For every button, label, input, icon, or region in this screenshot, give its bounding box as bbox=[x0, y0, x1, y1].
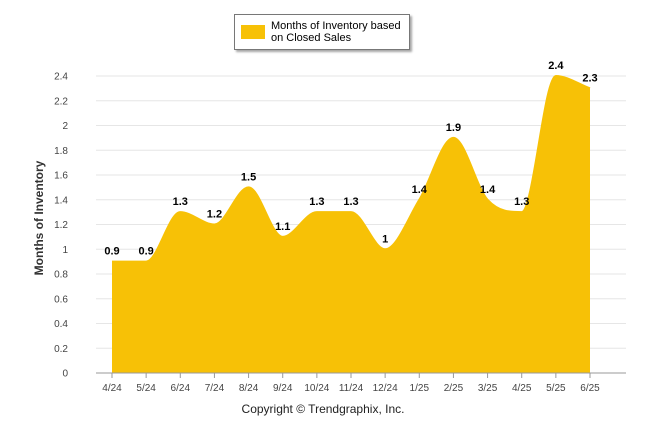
x-tick-label: 4/25 bbox=[512, 383, 532, 394]
y-tick-label: 1.4 bbox=[54, 195, 68, 206]
data-label: 1.3 bbox=[173, 196, 188, 208]
y-tick-label: 0.2 bbox=[54, 344, 68, 355]
data-label: 0.9 bbox=[104, 246, 119, 258]
y-tick-label: 0.8 bbox=[54, 270, 68, 281]
data-label: 1.5 bbox=[241, 171, 256, 183]
data-labels: 0.9 0.9 1.3 1.2 1.5 1.1 1.3 1.3 1 1.4 1.9 1.4 1.3 2.4… bbox=[104, 60, 597, 258]
y-tick-label: 2.2 bbox=[54, 96, 68, 107]
y-tick-label: 1 bbox=[62, 245, 68, 256]
data-label: 1.4 bbox=[480, 184, 496, 196]
data-label: 1.3 bbox=[514, 196, 529, 208]
x-tick-label: 12/24 bbox=[373, 383, 398, 394]
y-axis-ticks: 0 0.2 0.4 0.6 0.8 1 1.2 1.4 1.6 1.8 2 2.2 2.4 bbox=[54, 72, 68, 380]
y-axis-label: Months of Inventory bbox=[32, 160, 46, 275]
data-label: 1.3 bbox=[309, 196, 324, 208]
x-tick-label: 5/24 bbox=[136, 383, 156, 394]
series-area-fill bbox=[112, 76, 590, 373]
x-tick-label: 6/24 bbox=[171, 383, 191, 394]
legend-swatch bbox=[241, 25, 265, 39]
data-label: 1 bbox=[382, 233, 388, 245]
x-tick-label: 1/25 bbox=[410, 383, 430, 394]
data-label: 1.4 bbox=[412, 184, 428, 196]
y-tick-label: 2.4 bbox=[54, 72, 68, 83]
x-axis: 4/24 5/24 6/24 7/24 8/24 9/24 10/24 11/24 12/24 1… bbox=[96, 372, 626, 394]
y-tick-label: 1.6 bbox=[54, 171, 68, 182]
x-tick-label: 2/25 bbox=[444, 383, 464, 394]
y-tick-label: 0 bbox=[62, 369, 68, 380]
x-tick-label: 9/24 bbox=[273, 383, 293, 394]
y-tick-label: 0.6 bbox=[54, 294, 68, 305]
legend-label: Months of Inventory based on Closed Sale… bbox=[271, 20, 401, 44]
y-tick-label: 1.8 bbox=[54, 146, 68, 157]
x-tick-label: 8/24 bbox=[239, 383, 259, 394]
data-label: 0.9 bbox=[138, 246, 153, 258]
data-label: 2.4 bbox=[548, 60, 564, 72]
data-label: 1.1 bbox=[275, 221, 290, 233]
data-label: 1.9 bbox=[446, 122, 461, 134]
x-tick-label: 10/24 bbox=[304, 383, 329, 394]
y-tick-label: 1.2 bbox=[54, 220, 68, 231]
data-label: 1.3 bbox=[343, 196, 358, 208]
x-tick-label: 6/25 bbox=[580, 383, 600, 394]
data-label: 2.3 bbox=[582, 72, 597, 84]
x-tick-label: 4/24 bbox=[102, 383, 122, 394]
copyright-text: Copyright © Trendgraphix, Inc. bbox=[241, 402, 405, 416]
data-label: 1.2 bbox=[207, 209, 222, 221]
x-tick-label: 11/24 bbox=[339, 383, 364, 394]
x-tick-label: 7/24 bbox=[205, 383, 225, 394]
x-tick-label: 3/25 bbox=[478, 383, 498, 394]
x-tick-label: 5/25 bbox=[546, 383, 566, 394]
series-line bbox=[111, 74, 591, 263]
series-area bbox=[111, 74, 591, 373]
y-tick-label: 0.4 bbox=[54, 319, 68, 330]
chart-legend: Months of Inventory based on Closed Sale… bbox=[234, 14, 410, 50]
y-tick-label: 2 bbox=[62, 121, 68, 132]
